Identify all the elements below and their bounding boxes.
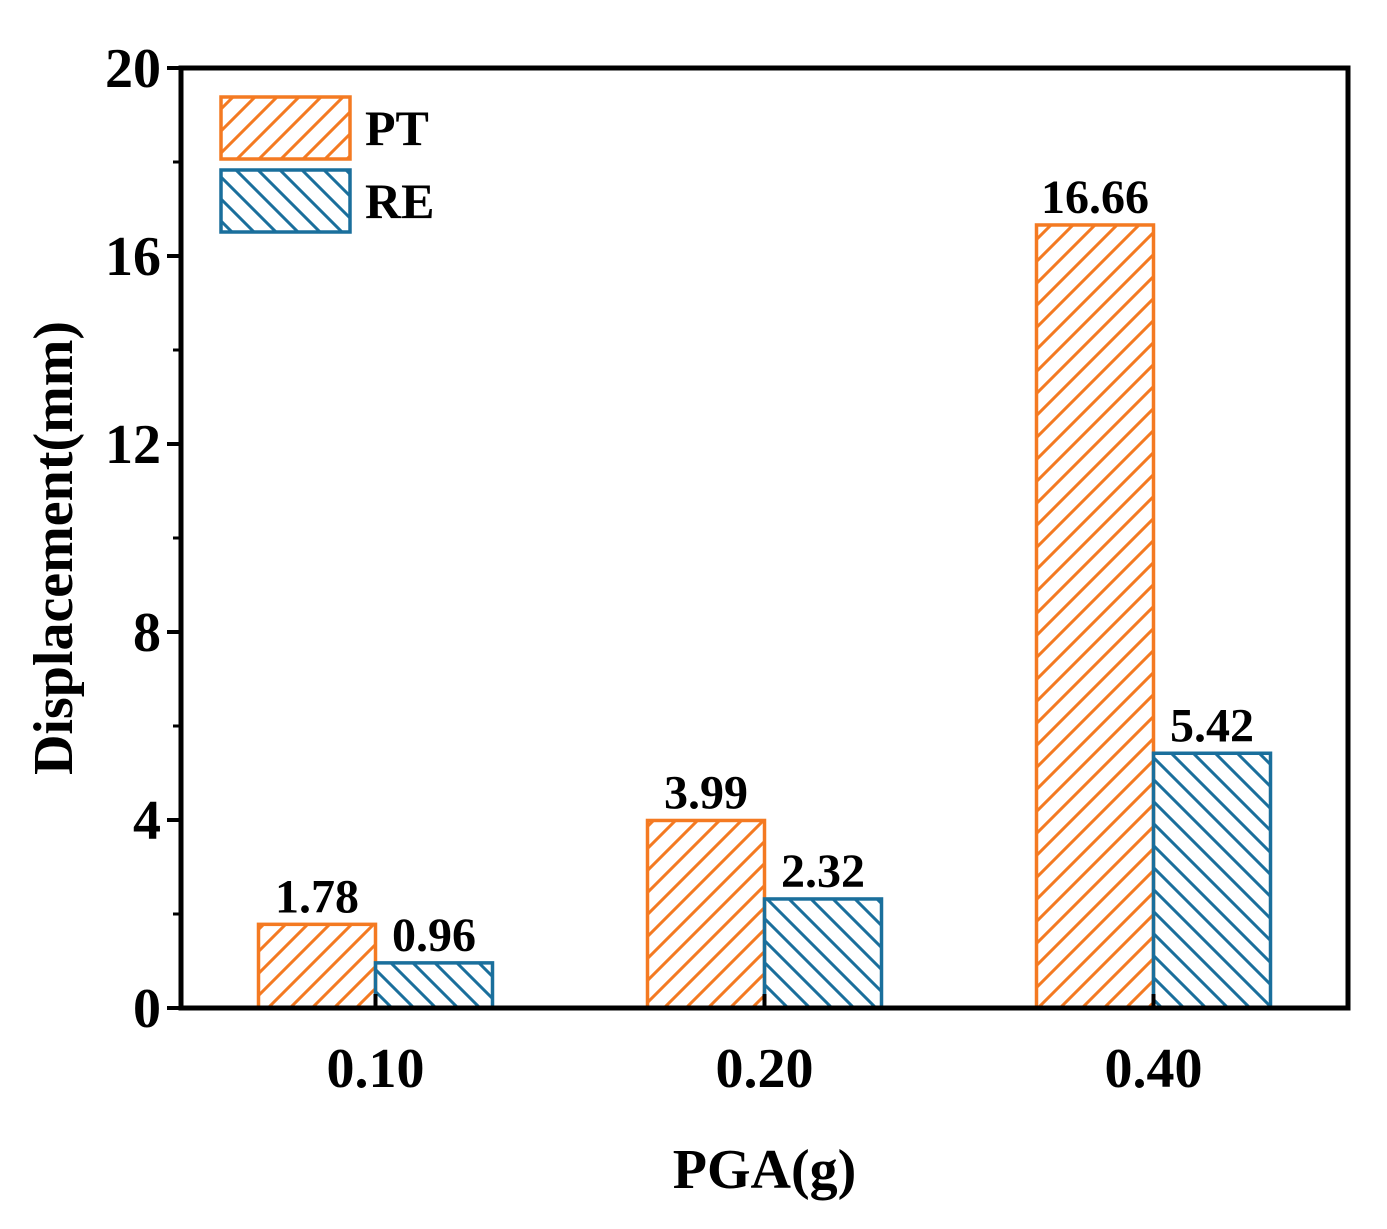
y-tick-label: 20 (105, 38, 161, 100)
ticks-layer: 0.10 0.20 0.40 0 4 8 12 16 20 (105, 38, 1203, 1100)
legend-label-pt: PT (365, 100, 429, 156)
y-tick-label: 8 (133, 602, 161, 664)
y-tick-label: 12 (105, 414, 161, 476)
legend-swatch-re (219, 168, 352, 234)
bar-pt-0.40 (1034, 223, 1156, 1010)
data-label-re-0.40: 5.42 (1170, 699, 1254, 752)
x-tick-label: 0.40 (1105, 1038, 1203, 1100)
legend: PT RE (219, 95, 434, 234)
data-label-re-0.10: 0.96 (392, 909, 476, 962)
x-axis-title: PGA(g) (673, 1139, 857, 1201)
y-tick-label: 16 (105, 226, 161, 288)
data-label-pt-0.40: 16.66 (1041, 171, 1149, 224)
legend-label-re: RE (365, 173, 434, 229)
x-tick-label: 0.20 (716, 1038, 814, 1100)
data-label-pt-0.20: 3.99 (664, 766, 748, 819)
x-tick-label: 0.10 (327, 1038, 425, 1100)
y-tick-label: 0 (133, 978, 161, 1040)
bar-pt-0.20 (645, 818, 767, 1010)
y-axis-title: Displacement(mm) (23, 321, 85, 775)
data-labels-layer: 1.78 0.96 3.99 2.32 16.66 5.42 (275, 171, 1254, 962)
bar-re-0.40 (1151, 751, 1273, 1010)
legend-swatch-pt (219, 95, 352, 161)
bar-re-0.10 (373, 961, 495, 1010)
bars-layer (256, 223, 1273, 1010)
data-label-re-0.20: 2.32 (781, 845, 865, 898)
bar-re-0.20 (762, 897, 884, 1010)
y-tick-label: 4 (133, 790, 161, 852)
data-label-pt-0.10: 1.78 (275, 870, 359, 923)
bar-pt-0.10 (256, 922, 378, 1010)
